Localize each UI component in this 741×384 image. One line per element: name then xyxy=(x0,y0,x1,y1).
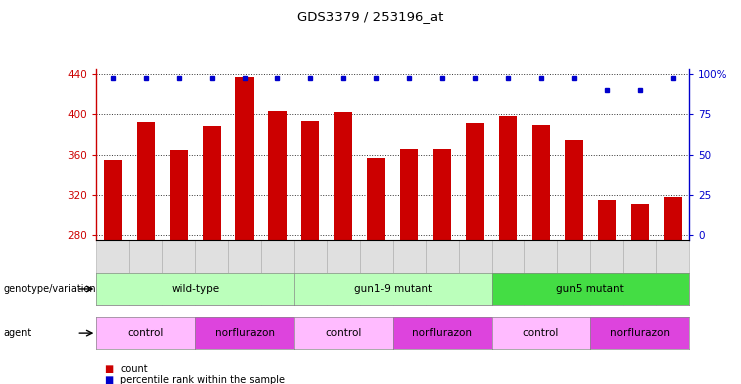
Bar xyxy=(129,240,162,305)
Text: gun1-9 mutant: gun1-9 mutant xyxy=(353,284,432,294)
Bar xyxy=(664,197,682,240)
Bar xyxy=(202,126,221,240)
Bar xyxy=(104,160,122,240)
Bar xyxy=(459,240,491,305)
Bar xyxy=(334,113,353,240)
Bar xyxy=(657,240,689,305)
Bar xyxy=(228,240,261,305)
Bar xyxy=(525,240,557,305)
Text: control: control xyxy=(127,328,164,338)
Bar xyxy=(466,123,484,240)
Bar xyxy=(268,111,287,240)
Bar xyxy=(136,122,155,240)
Text: norflurazon: norflurazon xyxy=(412,328,472,338)
Bar xyxy=(195,240,228,305)
Text: ■: ■ xyxy=(104,375,113,384)
Text: wild-type: wild-type xyxy=(171,284,219,294)
Bar xyxy=(302,121,319,240)
Bar xyxy=(532,126,550,240)
Bar xyxy=(294,240,327,305)
Bar xyxy=(170,149,187,240)
Bar xyxy=(491,240,525,305)
Text: percentile rank within the sample: percentile rank within the sample xyxy=(120,375,285,384)
Text: norflurazon: norflurazon xyxy=(215,328,274,338)
Text: ■: ■ xyxy=(104,364,113,374)
Bar xyxy=(598,200,616,240)
Bar xyxy=(368,157,385,240)
Bar xyxy=(631,204,649,240)
Text: agent: agent xyxy=(4,328,32,338)
Text: norflurazon: norflurazon xyxy=(610,328,670,338)
Bar xyxy=(393,240,425,305)
Bar xyxy=(425,240,459,305)
Bar xyxy=(400,149,418,240)
Bar xyxy=(96,240,129,305)
Bar xyxy=(261,240,294,305)
Text: count: count xyxy=(120,364,147,374)
Bar xyxy=(565,141,583,240)
Bar xyxy=(591,240,623,305)
Text: gun5 mutant: gun5 mutant xyxy=(556,284,624,294)
Text: GDS3379 / 253196_at: GDS3379 / 253196_at xyxy=(297,10,444,23)
Text: genotype/variation: genotype/variation xyxy=(4,284,96,294)
Bar xyxy=(557,240,591,305)
Bar xyxy=(360,240,393,305)
Bar xyxy=(433,149,451,240)
Text: control: control xyxy=(522,328,559,338)
Bar xyxy=(236,77,253,240)
Text: control: control xyxy=(325,328,362,338)
Bar xyxy=(327,240,360,305)
Bar xyxy=(162,240,195,305)
Bar xyxy=(623,240,657,305)
Bar xyxy=(499,116,517,240)
